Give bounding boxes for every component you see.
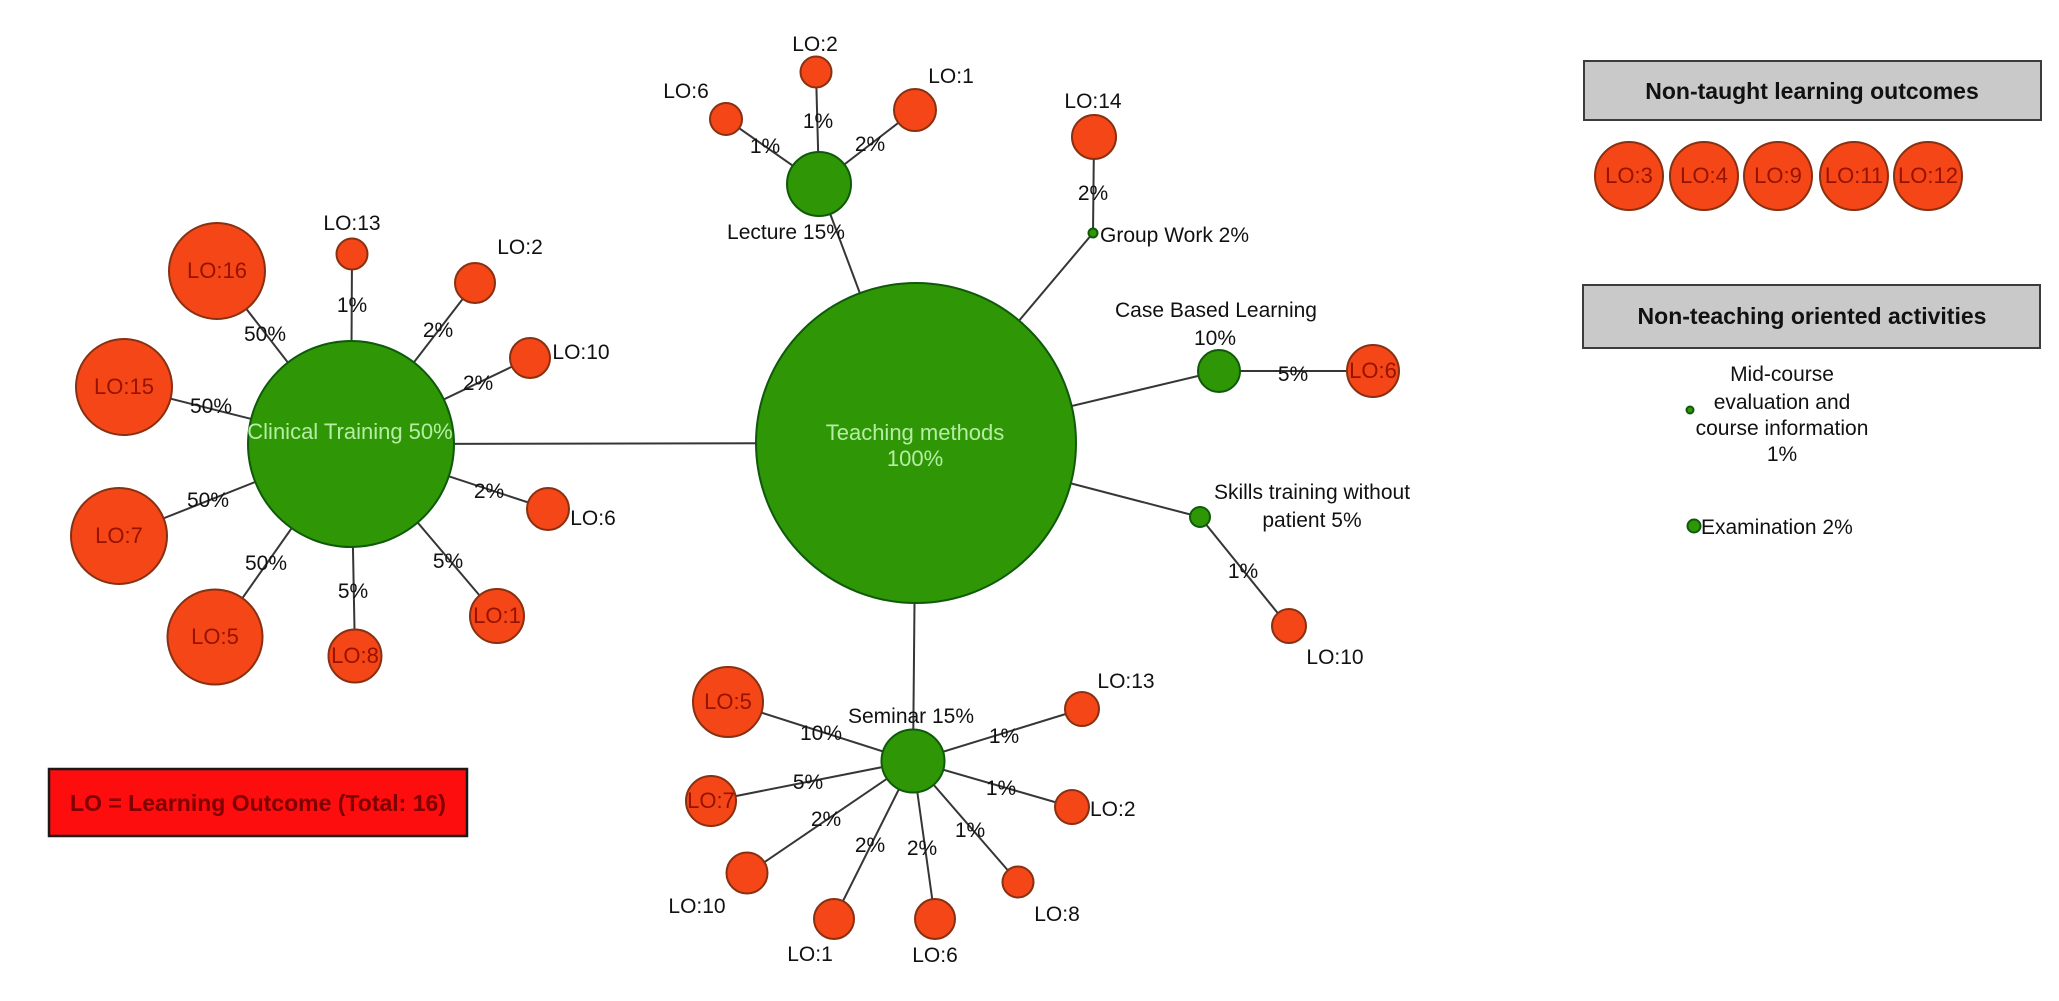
svg-text:50%: 50% xyxy=(244,323,286,346)
svg-text:LO:16: LO:16 xyxy=(187,258,247,283)
svg-text:LO:10: LO:10 xyxy=(1306,646,1363,669)
svg-text:5%: 5% xyxy=(1278,363,1308,386)
svg-text:10%: 10% xyxy=(800,722,842,745)
svg-text:LO:6: LO:6 xyxy=(1349,358,1397,383)
svg-text:LO:11: LO:11 xyxy=(1825,163,1883,188)
svg-text:2%: 2% xyxy=(811,808,841,831)
svg-text:LO:10: LO:10 xyxy=(668,895,725,918)
svg-text:LO:15: LO:15 xyxy=(94,374,154,399)
svg-text:LO:4: LO:4 xyxy=(1680,163,1728,188)
svg-text:LO:13: LO:13 xyxy=(1097,670,1154,693)
svg-text:2%: 2% xyxy=(855,133,885,156)
svg-text:LO:7: LO:7 xyxy=(95,523,143,548)
svg-text:LO:10: LO:10 xyxy=(552,341,609,364)
svg-text:Group Work 2%: Group Work 2% xyxy=(1100,224,1249,247)
svg-text:1%: 1% xyxy=(986,777,1016,800)
svg-text:LO:6: LO:6 xyxy=(570,507,616,530)
svg-text:Skills training without: Skills training without xyxy=(1214,481,1410,504)
svg-text:2%: 2% xyxy=(855,834,885,857)
svg-text:Non-taught learning outcomes: Non-taught learning outcomes xyxy=(1645,78,1979,104)
svg-text:50%: 50% xyxy=(190,395,232,418)
svg-text:Clinical Training 50%: Clinical Training 50% xyxy=(247,419,452,444)
svg-text:LO:5: LO:5 xyxy=(191,624,239,649)
svg-text:Examination 2%: Examination 2% xyxy=(1701,516,1853,539)
svg-text:10%: 10% xyxy=(1194,327,1236,350)
svg-text:50%: 50% xyxy=(187,489,229,512)
svg-text:1%: 1% xyxy=(750,135,780,158)
svg-text:LO:2: LO:2 xyxy=(497,236,543,259)
svg-text:LO:2: LO:2 xyxy=(792,33,838,56)
svg-text:LO = Learning Outcome (Total:: LO = Learning Outcome (Total: 16) xyxy=(70,790,446,816)
svg-text:LO:13: LO:13 xyxy=(323,212,380,235)
svg-text:1%: 1% xyxy=(1767,443,1797,466)
svg-text:LO:2: LO:2 xyxy=(1090,798,1136,821)
svg-text:LO:9: LO:9 xyxy=(1754,163,1802,188)
svg-text:LO:5: LO:5 xyxy=(704,689,752,714)
svg-text:course information: course information xyxy=(1696,417,1869,440)
svg-text:LO:7: LO:7 xyxy=(687,788,735,813)
svg-text:5%: 5% xyxy=(793,771,823,794)
svg-text:Seminar 15%: Seminar 15% xyxy=(848,705,974,728)
svg-text:Lecture 15%: Lecture 15% xyxy=(727,221,845,244)
svg-text:evaluation and: evaluation and xyxy=(1714,391,1851,414)
svg-text:2%: 2% xyxy=(1078,182,1108,205)
svg-text:1%: 1% xyxy=(1228,560,1258,583)
svg-text:1%: 1% xyxy=(989,725,1019,748)
svg-text:patient 5%: patient 5% xyxy=(1262,509,1361,532)
svg-text:1%: 1% xyxy=(803,110,833,133)
svg-text:5%: 5% xyxy=(433,550,463,573)
svg-text:LO:6: LO:6 xyxy=(912,944,958,967)
svg-text:LO:3: LO:3 xyxy=(1605,163,1653,188)
svg-text:1%: 1% xyxy=(337,294,367,317)
svg-text:LO:1: LO:1 xyxy=(787,943,833,966)
svg-text:2%: 2% xyxy=(423,319,453,342)
svg-text:2%: 2% xyxy=(907,837,937,860)
svg-text:Mid-course: Mid-course xyxy=(1730,363,1834,386)
svg-text:2%: 2% xyxy=(474,480,504,503)
svg-text:Teaching methods: Teaching methods xyxy=(826,420,1005,445)
svg-text:LO:8: LO:8 xyxy=(1034,903,1080,926)
svg-text:1%: 1% xyxy=(955,819,985,842)
svg-text:LO:1: LO:1 xyxy=(928,65,974,88)
svg-text:Case Based Learning: Case Based Learning xyxy=(1115,299,1317,322)
svg-text:LO:6: LO:6 xyxy=(663,80,709,103)
svg-text:2%: 2% xyxy=(463,372,493,395)
svg-text:Non-teaching oriented activiti: Non-teaching oriented activities xyxy=(1638,303,1987,329)
svg-text:LO:14: LO:14 xyxy=(1064,90,1122,113)
svg-text:LO:12: LO:12 xyxy=(1898,163,1958,188)
svg-text:LO:1: LO:1 xyxy=(473,603,521,628)
svg-text:LO:8: LO:8 xyxy=(331,643,379,668)
svg-text:5%: 5% xyxy=(338,580,368,603)
svg-text:100%: 100% xyxy=(887,446,943,471)
svg-text:50%: 50% xyxy=(245,552,287,575)
